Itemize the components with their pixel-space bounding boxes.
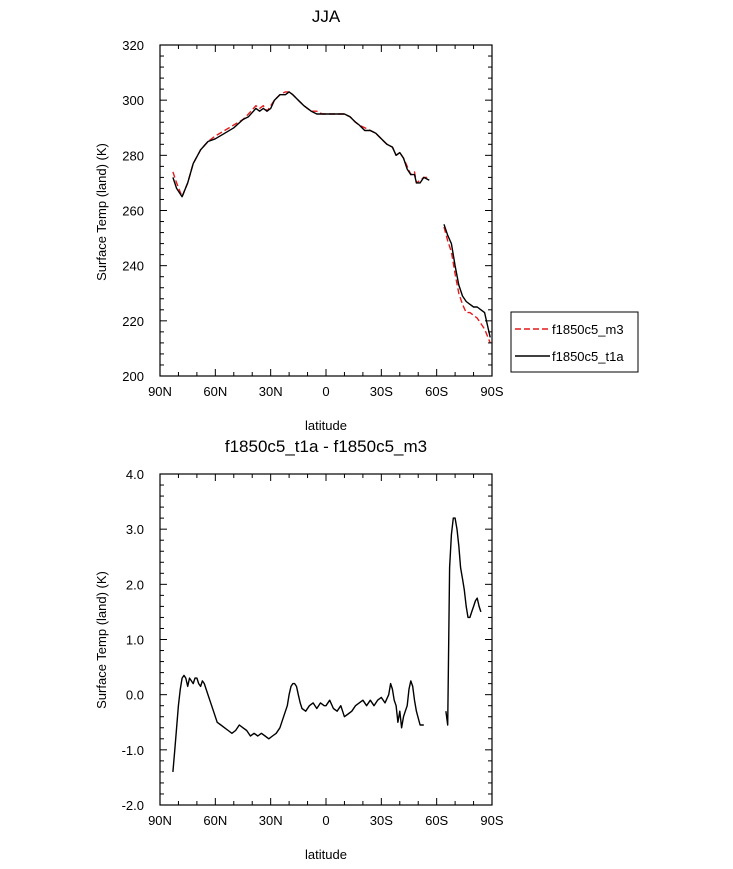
y-tick-label: -2.0	[122, 798, 144, 813]
y-tick-label: 2.0	[126, 577, 144, 592]
legend: f1850c5_m3 f1850c5_t1a	[510, 311, 639, 373]
bottom-axes: 90N 60N 30N 0 30S 60S 90S -2.0 -1.0 0.0 1.0 2.0 3.0 4…	[122, 467, 504, 828]
x-tick-label: 30N	[259, 813, 283, 828]
y-tick-label: 220	[122, 314, 144, 329]
series-line-difference-0-segment-0	[172, 674, 424, 772]
series-line-f1850c5-m3-segment-1	[443, 226, 491, 344]
y-tick-label: 240	[122, 259, 144, 274]
series-line-f1850c5-t1a-segment-1	[443, 224, 491, 338]
bottom-plot-frame	[159, 473, 493, 806]
legend-label-f1850c5-t1a: f1850c5_t1a	[552, 349, 624, 364]
x-tick-label: 90N	[148, 813, 172, 828]
x-tick-label: 60N	[203, 384, 227, 399]
x-tick-label: 0	[322, 384, 329, 399]
bottom-panel: f1850c5_t1a - f1850c5_m3 90N 60N 30N 0 30S 60…	[94, 437, 504, 862]
x-tick-label: 60S	[425, 384, 448, 399]
top-axes: 90N 60N 30N 0 30S 60S 90S 200 220 240 260 280 300 320	[122, 38, 504, 399]
legend-label-f1850c5-m3: f1850c5_m3	[552, 322, 624, 337]
y-tick-label: 1.0	[126, 633, 144, 648]
series-line-f1850c5-m3-segment-0	[172, 91, 430, 198]
series-line-f1850c5-t1a-segment-0	[172, 91, 430, 198]
top-y-axis-label: Surface Temp (land) (K)	[94, 143, 109, 281]
bottom-chart-title: f1850c5_t1a - f1850c5_m3	[225, 437, 427, 456]
y-tick-label: 200	[122, 369, 144, 384]
y-tick-label: 300	[122, 93, 144, 108]
x-tick-label: 90S	[480, 813, 503, 828]
x-tick-label: 30S	[370, 384, 393, 399]
y-tick-label: 4.0	[126, 467, 144, 482]
y-tick-label: 3.0	[126, 522, 144, 537]
y-tick-label: 280	[122, 148, 144, 163]
legend-box	[510, 311, 639, 373]
x-tick-label: 60N	[203, 813, 227, 828]
x-tick-label: 30S	[370, 813, 393, 828]
y-tick-label: 320	[122, 38, 144, 53]
top-series-group	[172, 91, 491, 344]
y-tick-label: 0.0	[126, 688, 144, 703]
top-panel: JJA 90N 60N 30N 0 30S 60S 90S 200 220 240 260 280 30…	[94, 7, 639, 433]
x-tick-label: 90N	[148, 384, 172, 399]
bottom-y-axis-label: Surface Temp (land) (K)	[94, 571, 109, 709]
series-line-difference-0-segment-1	[445, 517, 482, 726]
top-chart-title: JJA	[312, 7, 341, 26]
x-tick-label: 30N	[259, 384, 283, 399]
top-plot-frame	[159, 44, 493, 377]
bottom-series-group	[172, 517, 482, 772]
top-x-axis-label: latitude	[305, 418, 347, 433]
y-tick-label: 260	[122, 204, 144, 219]
x-tick-label: 60S	[425, 813, 448, 828]
bottom-x-axis-label: latitude	[305, 847, 347, 862]
x-tick-label: 90S	[480, 384, 503, 399]
x-tick-label: 0	[322, 813, 329, 828]
y-tick-label: -1.0	[122, 743, 144, 758]
